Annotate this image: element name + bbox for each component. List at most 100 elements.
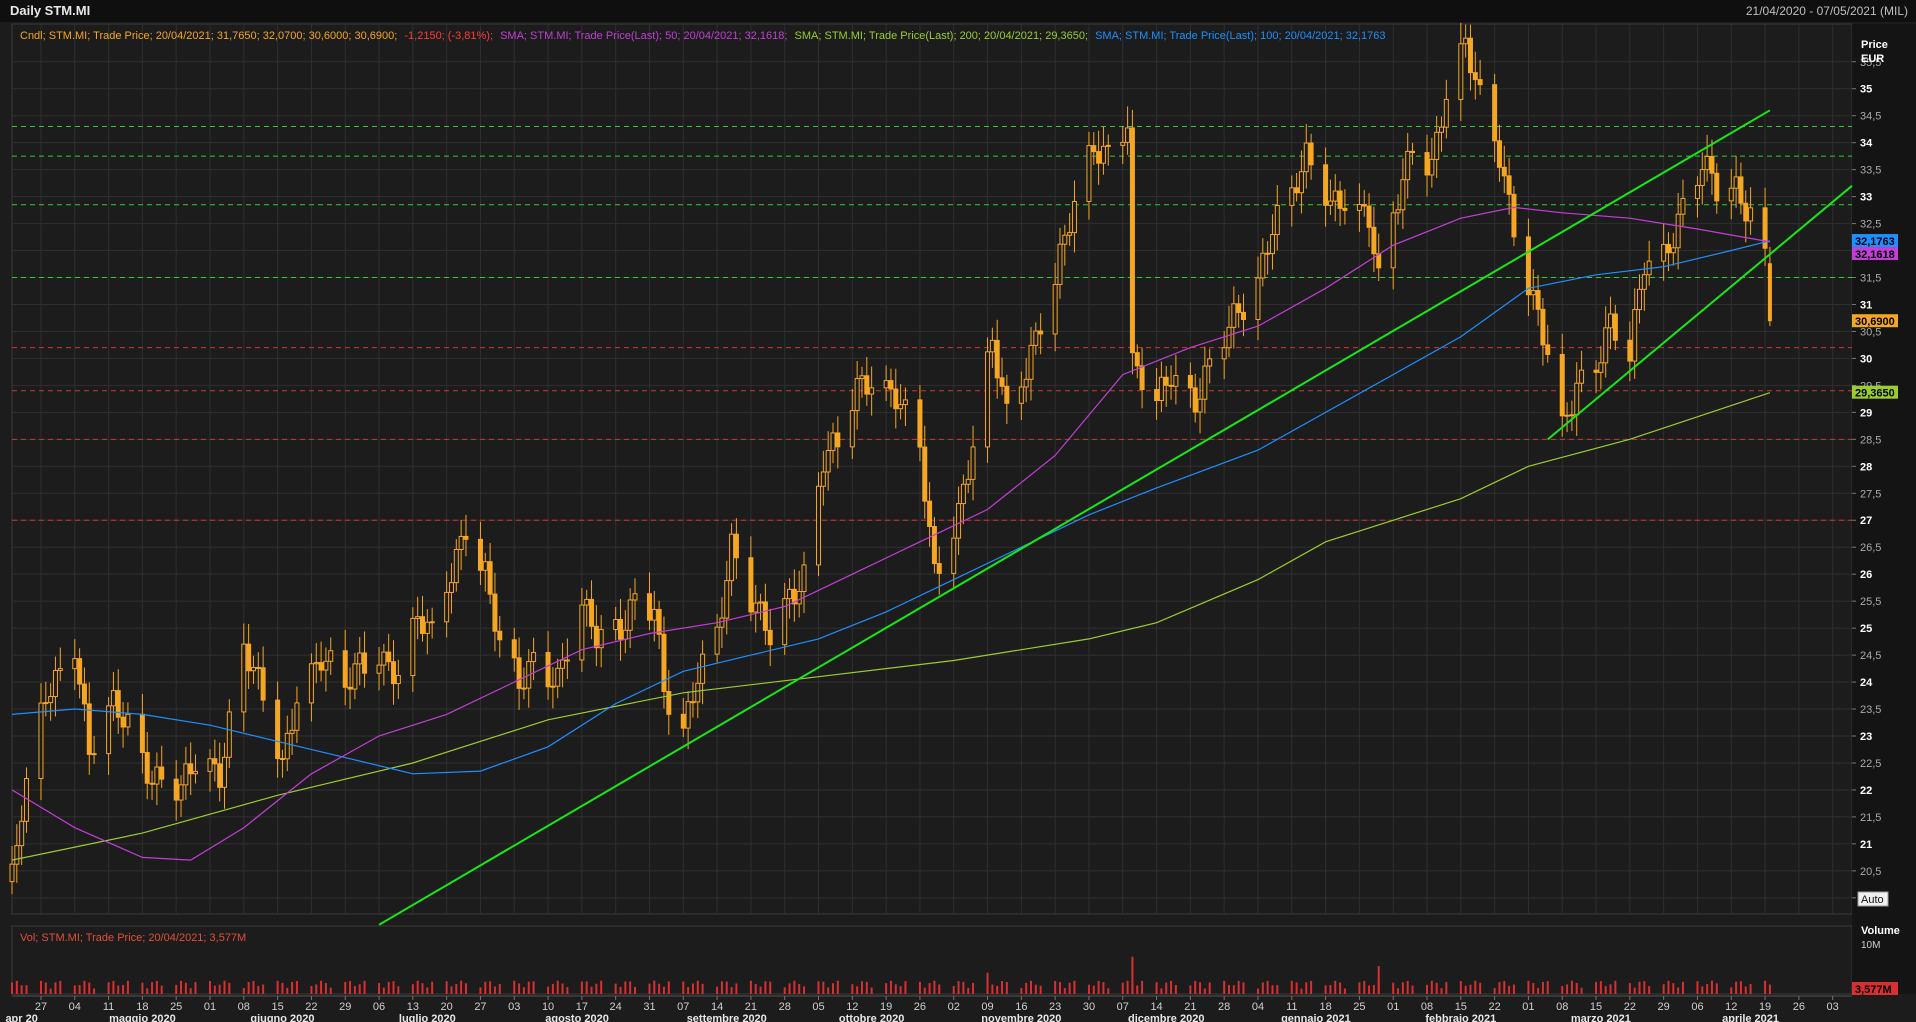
candle-body [1294, 187, 1300, 194]
legend-sma100: SMA; STM.MI; Trade Price(Last); 100; 20/… [1095, 30, 1385, 42]
candle-body [550, 685, 556, 688]
candle-body [391, 661, 397, 685]
y-tick-label: 24,5 [1860, 650, 1881, 662]
candle-body [960, 483, 966, 505]
candle-body [579, 604, 585, 661]
price-axis-title: Price [1861, 39, 1888, 51]
x-tick-label: 20 [441, 1001, 453, 1013]
y-tick-label: 30,5 [1860, 326, 1881, 338]
legend-sma200: SMA; STM.MI; Trade Price(Last); 200; 20/… [795, 30, 1088, 42]
candle-body [149, 782, 155, 785]
x-tick-label: 04 [1252, 1001, 1264, 1013]
auto-scale-button[interactable] [1857, 891, 1889, 907]
candle-body [1260, 252, 1266, 279]
candle-body [994, 339, 1000, 379]
legend-sma50: SMA; STM.MI; Trade Price(Last); 50; 20/0… [500, 30, 787, 42]
candle-body [854, 378, 860, 412]
last-candle-body [1767, 263, 1772, 322]
y-tick-label: 23,5 [1860, 704, 1881, 716]
candle-body [1308, 142, 1314, 166]
candle-body [429, 621, 435, 624]
candle-body [521, 687, 527, 690]
x-tick-label: 06 [1691, 1001, 1703, 1013]
candle-body [1501, 166, 1507, 177]
candle-body [1265, 252, 1271, 255]
candle-body [1400, 179, 1406, 211]
candle-body [448, 582, 454, 593]
candle-body [342, 650, 348, 688]
candle-body [1327, 200, 1333, 206]
candle-body [1467, 37, 1473, 74]
month-label: giugno 2020 [250, 1013, 314, 1022]
candle-body [1168, 384, 1174, 387]
x-tick-label: 21 [1184, 1001, 1196, 1013]
candle-body [173, 778, 179, 801]
candle-body [1158, 376, 1164, 401]
candle-body [651, 608, 657, 621]
x-tick-label: 11 [1286, 1001, 1297, 1013]
candle-body [1197, 398, 1203, 413]
candle-body [796, 591, 802, 605]
candle-body [555, 667, 561, 687]
candle-body [1395, 209, 1401, 214]
candle-body [115, 690, 121, 718]
candle-body [1429, 158, 1435, 176]
x-tick-label: 18 [136, 1001, 148, 1013]
volume-tag-box [1852, 982, 1898, 995]
candle-body [1004, 385, 1010, 404]
y-tick-label: 22,5 [1860, 758, 1881, 770]
candle-body [1608, 313, 1614, 329]
candle-body [193, 770, 199, 775]
candle-body [328, 650, 334, 662]
candle-body [1303, 142, 1309, 173]
candle-body [1038, 330, 1044, 335]
candle-body [381, 651, 387, 666]
candle-body [1704, 155, 1710, 171]
candle-body [1173, 375, 1179, 387]
candle-body [1569, 414, 1575, 417]
x-tick-label: 19 [880, 1001, 892, 1013]
candle-body [511, 639, 517, 659]
trendline [378, 109, 1771, 926]
candle-body [1714, 172, 1720, 202]
candle-body [1439, 126, 1445, 133]
candle-body [376, 664, 382, 674]
y-tick-label: 25 [1860, 623, 1872, 635]
y-tick-label: 28 [1860, 461, 1872, 473]
x-tick-label: 12 [846, 1001, 858, 1013]
candle-body [560, 659, 566, 669]
candle-body [1472, 72, 1478, 81]
x-tick-label: 04 [69, 1001, 81, 1013]
candle-body [516, 657, 522, 689]
trendlines [378, 109, 1853, 926]
candle-body [1192, 387, 1198, 413]
candle-body [139, 713, 145, 754]
sma100-line [11, 240, 1771, 775]
candle-body [1100, 145, 1106, 164]
candle-body [864, 375, 870, 395]
y-tick-label: 35 [1860, 84, 1872, 96]
candle-body [1086, 145, 1092, 202]
month-label: dicembre 2020 [1128, 1013, 1204, 1022]
candle-body [323, 660, 329, 671]
candle-body [178, 784, 184, 801]
candlestick-chart[interactable]: 20 20,5 21 21,5 22 22,5 23 23,5 24 24,5 25 25,5 26 26… [0, 22, 1916, 1022]
candle-body [646, 593, 652, 621]
candle-body [1207, 358, 1213, 367]
x-tick-label: 22 [305, 1001, 317, 1013]
candle-body [1694, 185, 1700, 199]
x-tick-label: 14 [1150, 1001, 1162, 1013]
candle-body [584, 598, 590, 606]
candle-body [395, 675, 401, 685]
legend-candle-change: -1,2150; (-3,81%); [404, 30, 493, 42]
candle-body [1559, 353, 1565, 417]
candle-body [758, 601, 764, 604]
month-label: settembre 2020 [687, 1013, 767, 1022]
x-tick-label: 19 [1759, 1001, 1771, 1013]
candle-body [1057, 243, 1063, 285]
candle-body [869, 387, 875, 395]
candle-body [985, 351, 991, 448]
x-tick-label: 13 [407, 1001, 419, 1013]
candle-body [830, 432, 836, 452]
x-tick-label: 15 [1590, 1001, 1602, 1013]
